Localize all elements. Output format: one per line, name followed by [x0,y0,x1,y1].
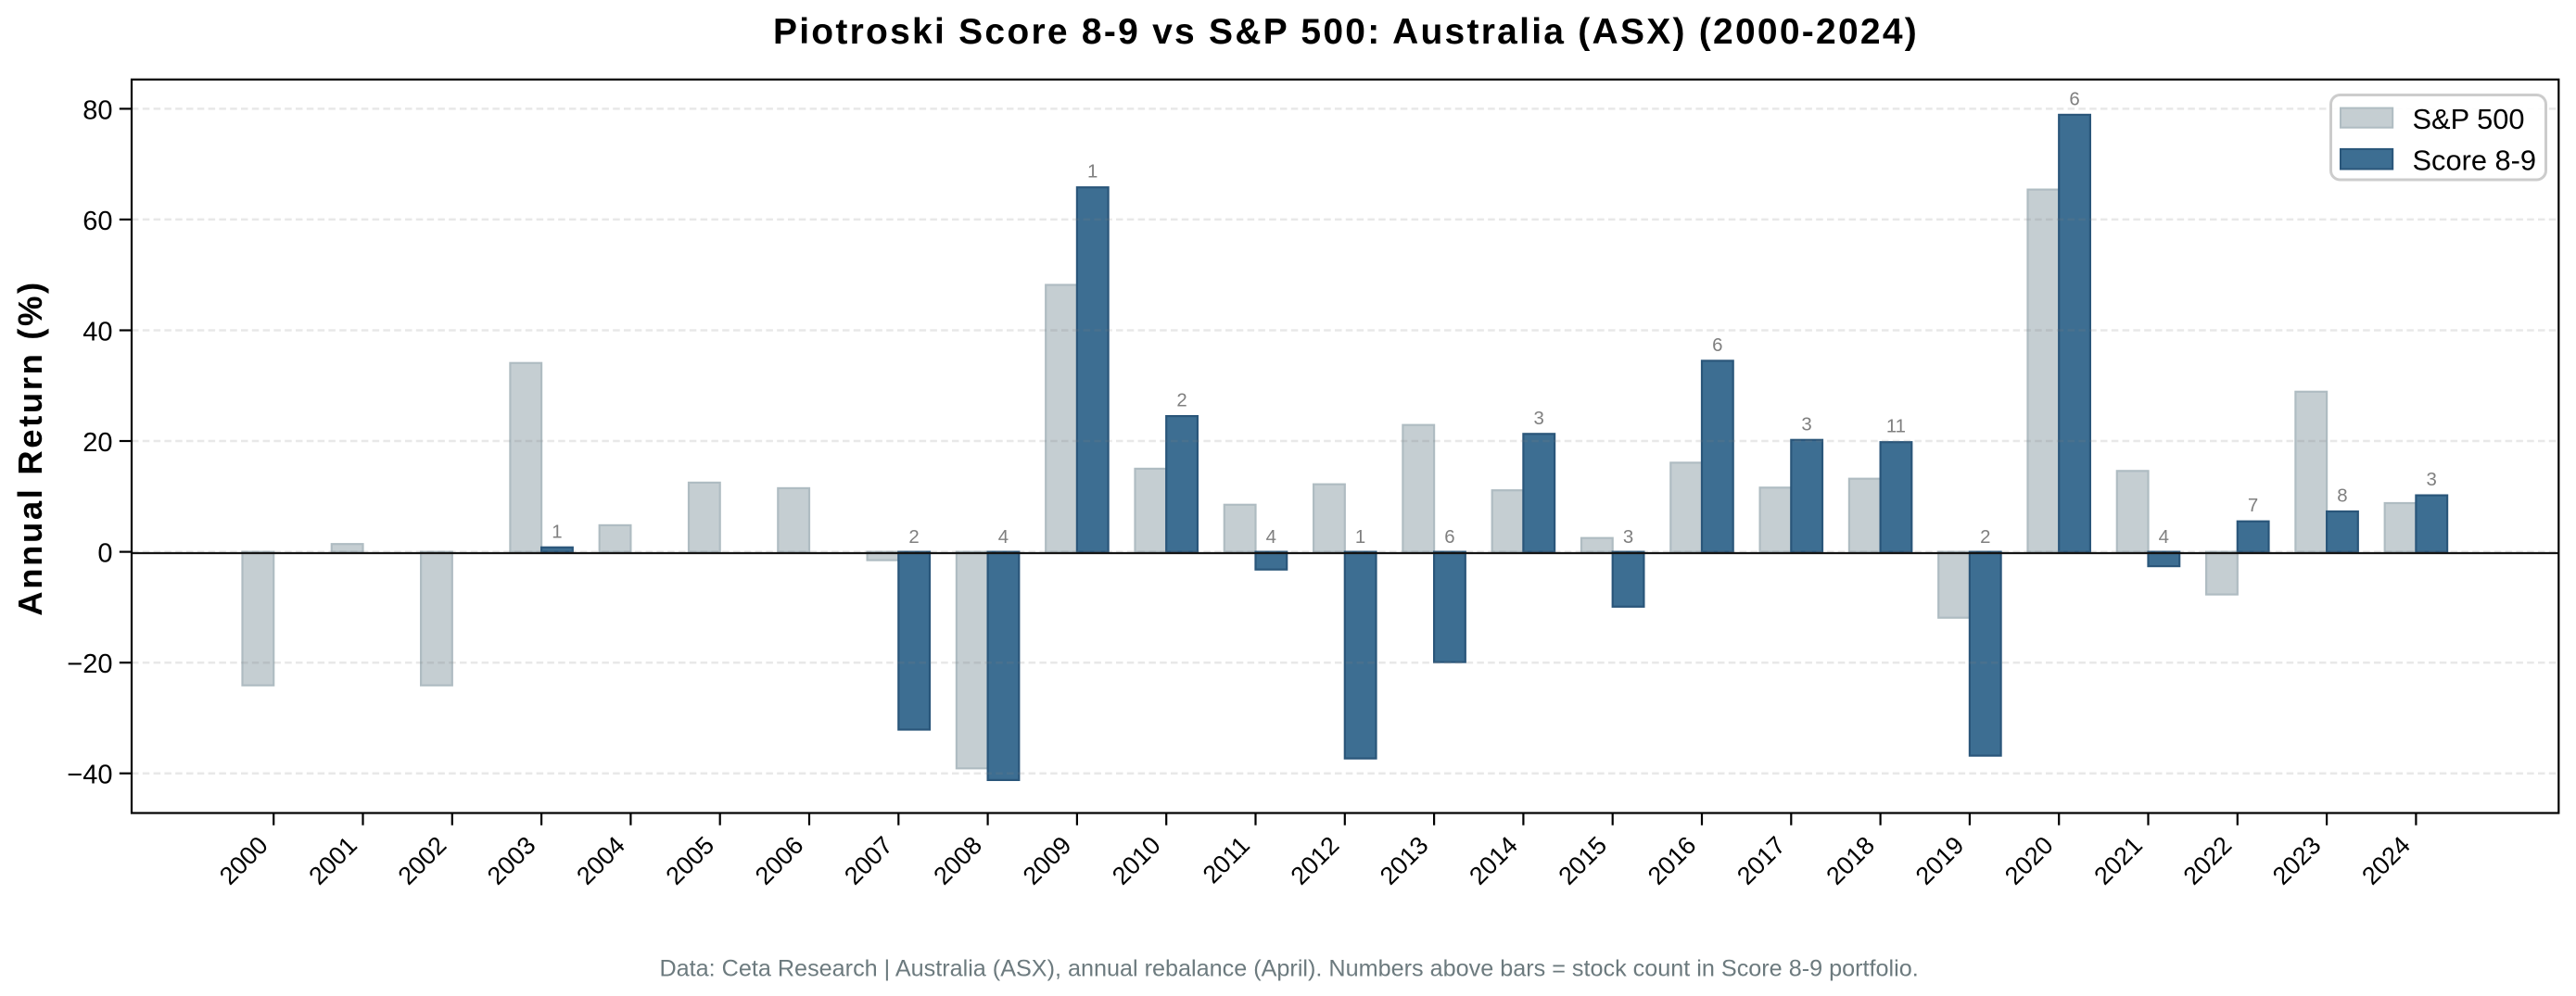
svg-text:1: 1 [1087,162,1098,183]
svg-text:4: 4 [1266,527,1276,548]
svg-text:4: 4 [998,527,1009,548]
svg-text:−40: −40 [67,761,112,790]
svg-text:S&P 500: S&P 500 [2413,103,2525,135]
svg-text:6: 6 [1712,335,1722,356]
svg-text:60: 60 [82,207,112,236]
svg-text:3: 3 [1801,414,1811,435]
svg-text:6: 6 [1444,527,1454,548]
svg-text:4: 4 [2159,527,2169,548]
svg-text:1: 1 [552,522,562,542]
svg-text:6: 6 [2069,89,2079,109]
svg-text:3: 3 [1534,409,1544,429]
svg-text:20: 20 [82,428,112,458]
svg-text:3: 3 [1623,527,1633,548]
svg-text:Annual Return (%): Annual Return (%) [11,280,49,616]
svg-text:3: 3 [2427,470,2437,490]
svg-text:Score 8-9: Score 8-9 [2413,145,2537,177]
svg-text:−20: −20 [67,649,112,679]
svg-text:40: 40 [82,318,112,347]
svg-text:8: 8 [2337,486,2347,507]
svg-text:Piotroski Score 8-9 vs S&P 500: Piotroski Score 8-9 vs S&P 500: Australi… [773,12,1919,52]
svg-text:1: 1 [1355,527,1365,548]
svg-text:11: 11 [1886,417,1906,437]
svg-text:2: 2 [1980,527,1990,548]
svg-text:Data: Ceta Research | Australi: Data: Ceta Research | Australia (ASX), a… [659,956,1918,982]
svg-text:2: 2 [908,527,919,548]
svg-text:7: 7 [2248,496,2258,516]
svg-text:0: 0 [97,539,112,569]
svg-text:2: 2 [1176,391,1186,411]
svg-text:80: 80 [82,95,112,125]
